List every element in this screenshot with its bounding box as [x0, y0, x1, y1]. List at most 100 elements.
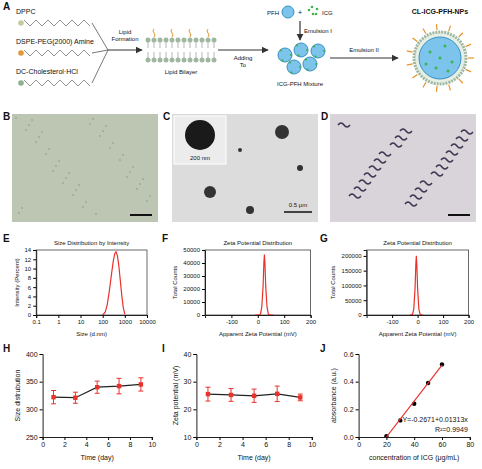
particle: [149, 195, 151, 197]
tick-label: 20: [383, 441, 391, 448]
cell: [405, 202, 417, 206]
particle: [126, 176, 128, 178]
y-axis: 050000100000150000200000: [342, 251, 368, 319]
lipid-name: DSPE-PEG(2000) Amine: [16, 38, 94, 46]
particle: [105, 125, 107, 127]
tick: 20: [383, 437, 391, 448]
tick-mark: [33, 259, 36, 260]
tick-label: 8: [28, 275, 32, 281]
cell: [410, 195, 422, 199]
error-bar: [229, 389, 234, 402]
error-bar: [73, 392, 78, 403]
y-axis: 0.00.20.40.6: [344, 351, 359, 441]
icg-dot: [425, 63, 428, 66]
tick-mark: [442, 437, 443, 440]
tick-mark: [414, 437, 415, 440]
tick-mark: [193, 354, 196, 355]
tick: 60: [439, 437, 447, 448]
tick-mark: [33, 306, 36, 307]
tick-label: 40000: [183, 260, 200, 266]
y-axis-title: absorbance (a.u.): [330, 368, 338, 423]
tick-mark: [243, 437, 244, 440]
cell: [451, 144, 463, 148]
tick-label: 10: [184, 434, 192, 441]
tick: 12: [25, 257, 37, 263]
particle: [112, 142, 114, 144]
tick-mark: [40, 437, 43, 438]
tick: 0.0: [344, 434, 359, 441]
tick-label: 30: [184, 378, 192, 385]
nanoparticle: [275, 125, 289, 139]
plot-area: [410, 256, 423, 315]
lipid-head: [158, 58, 163, 63]
icg-dot: [429, 51, 432, 54]
particle: [55, 165, 57, 167]
x-axis: 0.1110100100010000: [33, 315, 157, 325]
figure: ABCDEFGHIJDPPCDSPE-PEG(2000) AmineDC-Cho…: [0, 0, 482, 469]
error-bar: [205, 387, 210, 401]
icg-dot: [451, 61, 454, 64]
tick: 20000: [183, 286, 205, 292]
lipid-name: DC-Cholesterol·HCl: [16, 68, 78, 75]
lipid-head: [182, 38, 187, 43]
tick-label: 12: [25, 257, 32, 263]
lipid-head: [146, 38, 151, 43]
tick-mark: [231, 315, 232, 318]
x-axis-title: Time (day): [81, 454, 114, 462]
plot: -100010020001000020000300004000050000Zet…: [172, 240, 317, 337]
tick: 0: [197, 312, 205, 318]
lipid-head: [158, 38, 163, 43]
particle: [38, 136, 40, 138]
cell: [338, 123, 350, 127]
nanoparticle: [204, 186, 216, 198]
panel-letter: H: [3, 343, 10, 354]
x-axis: -1000100200: [367, 315, 475, 325]
particle: [102, 130, 104, 132]
cell: [461, 130, 473, 134]
arrow: [330, 57, 398, 58]
tick-mark: [364, 300, 367, 301]
tick: 0: [257, 315, 261, 325]
particle: [92, 118, 94, 120]
data-point: [95, 385, 99, 389]
axis-line: [206, 316, 312, 319]
tick-mark: [289, 437, 290, 440]
mixture-label: ICG-PFH Mixture: [277, 81, 324, 87]
peg-chain: [412, 74, 417, 78]
icg-dot: [306, 68, 308, 70]
tick-mark: [81, 315, 82, 318]
lipid-head: [200, 58, 205, 63]
tick-label: 6: [28, 285, 32, 291]
cell: [446, 151, 458, 155]
chart-panel: 0246810250300350400Time (day)Size distru…: [14, 351, 156, 462]
icg-dot: [316, 8, 319, 11]
peg-chain: [407, 51, 413, 52]
lipid-head: [212, 58, 217, 63]
pfh-core: [419, 37, 461, 79]
tick-label: 14: [25, 247, 32, 253]
tick-label: 40: [184, 351, 192, 358]
tick-mark: [103, 315, 104, 318]
axis-line: [43, 438, 152, 441]
tick-mark: [33, 287, 36, 288]
tick-mark: [469, 315, 470, 318]
tick-mark: [40, 354, 43, 355]
axis-line: [356, 355, 360, 438]
icg-dot: [290, 54, 292, 56]
tick-label: 0: [257, 319, 261, 325]
tick: 100: [439, 315, 450, 325]
tick-label: 0: [416, 319, 420, 325]
particle: [132, 166, 134, 168]
tick-label: 250: [26, 434, 38, 441]
peg-chain: [412, 38, 417, 42]
particle: [146, 200, 148, 202]
peg-chain: [153, 29, 155, 37]
scale-label: 200 nm: [190, 155, 210, 161]
panel-letter: D: [321, 111, 328, 122]
x-axis: -1000100200: [206, 315, 317, 325]
cell: [369, 166, 381, 170]
tick-mark: [147, 315, 148, 318]
connector: [92, 50, 108, 83]
droplet: [311, 44, 325, 58]
tick-mark: [130, 437, 131, 440]
